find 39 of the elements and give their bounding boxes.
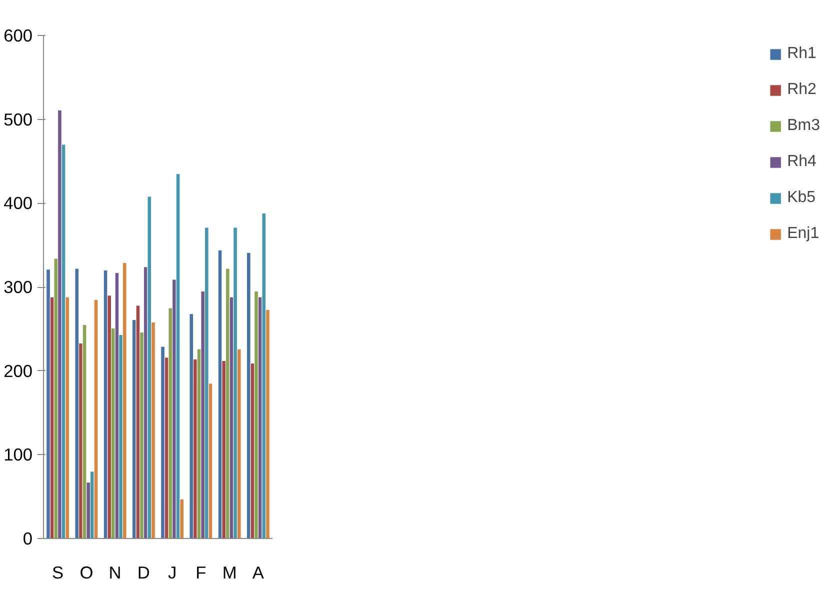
x-tick-label: F bbox=[196, 562, 206, 582]
bar bbox=[82, 324, 87, 538]
bar bbox=[136, 305, 140, 538]
bar bbox=[233, 227, 238, 538]
bar bbox=[254, 290, 258, 538]
bar bbox=[58, 110, 62, 538]
bar bbox=[74, 268, 80, 538]
bar bbox=[189, 314, 194, 538]
bar bbox=[204, 227, 209, 538]
bar bbox=[46, 269, 50, 538]
y-tick-label: 400 bbox=[4, 193, 33, 214]
y-tick-label: 100 bbox=[4, 444, 33, 465]
y-tick-label: 200 bbox=[4, 360, 33, 381]
x-tick-label: J bbox=[168, 562, 177, 582]
legend-label: Rh4 bbox=[787, 153, 816, 171]
legend-label: Enj1 bbox=[787, 225, 820, 243]
legend-label: Bm3 bbox=[787, 117, 820, 135]
x-tick-label: M bbox=[222, 562, 237, 582]
bar bbox=[94, 299, 98, 538]
y-tick-label: 600 bbox=[4, 26, 33, 46]
bar bbox=[122, 262, 127, 538]
bar bbox=[160, 346, 165, 538]
y-tick-label: 0 bbox=[22, 528, 33, 548]
bar bbox=[262, 212, 266, 538]
x-tick-label: O bbox=[80, 562, 94, 582]
legend-label: Rh1 bbox=[787, 45, 816, 63]
legend-label: Kb5 bbox=[787, 189, 816, 207]
x-tick-label: S bbox=[52, 562, 64, 582]
legend-label: Rh2 bbox=[787, 81, 816, 99]
bar bbox=[218, 250, 222, 538]
bar bbox=[176, 174, 180, 538]
x-tick-label: N bbox=[108, 562, 122, 582]
bar bbox=[114, 272, 120, 538]
y-tick-label: 300 bbox=[4, 277, 33, 297]
bar bbox=[147, 196, 152, 538]
bar bbox=[246, 252, 251, 538]
x-tick-label: A bbox=[252, 562, 264, 582]
x-tick-label: D bbox=[137, 562, 150, 582]
y-tick-label: 500 bbox=[4, 109, 33, 130]
